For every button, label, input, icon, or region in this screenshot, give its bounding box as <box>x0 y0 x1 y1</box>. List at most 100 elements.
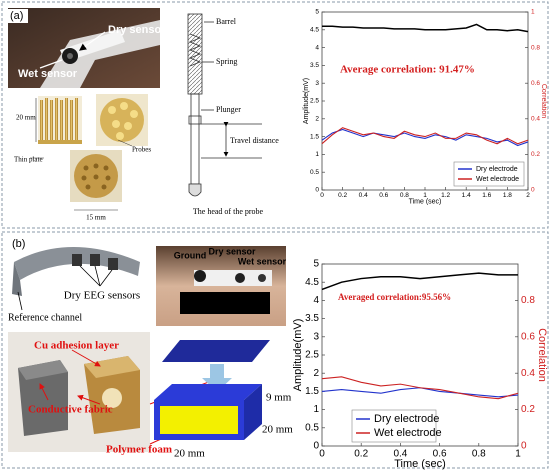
y-tick-label: 1 <box>313 404 319 415</box>
y2-tick-label: 1 <box>531 9 535 16</box>
diagram-label: Travel distance <box>230 136 279 145</box>
x-tick-label: 1.2 <box>441 192 450 199</box>
y2-tick-label: 0.4 <box>531 116 540 123</box>
y-tick-label: 5 <box>313 259 319 270</box>
legend-label: Dry electrode <box>476 166 518 173</box>
panel-border <box>1 231 549 469</box>
diagram-label: Spring <box>216 57 237 66</box>
label-bg <box>8 9 28 23</box>
y2-tick-label: 0.2 <box>521 404 535 415</box>
y-tick-label: 5 <box>315 9 319 16</box>
foam-label: Conductive fabric <box>28 404 113 416</box>
head-label: Wet sensor <box>238 256 287 266</box>
x-tick-label: 0.4 <box>359 192 368 199</box>
y-tick-label: 3 <box>313 331 319 342</box>
panel-label: (b) <box>12 238 25 250</box>
y2-tick-label: 0.2 <box>531 151 540 158</box>
y-tick-label: 1 <box>315 151 319 158</box>
series-line <box>321 376 519 400</box>
x-tick-label: 0.6 <box>433 449 447 460</box>
legend-label: Dry electrode <box>374 413 439 425</box>
probe-label: Thin plate <box>14 156 43 164</box>
y-tick-label: 4.5 <box>305 277 319 288</box>
diagram-label: The head of the probe <box>193 207 264 216</box>
head-photo <box>8 8 160 88</box>
layer-diagram <box>154 340 270 440</box>
legend-box <box>351 409 437 443</box>
y-tick-label: 0.5 <box>310 169 319 176</box>
y-tick-label: 3.5 <box>310 62 319 69</box>
y-tick-label: 2.5 <box>310 98 319 105</box>
y-tick-label: 4.5 <box>310 27 319 34</box>
series-line <box>321 128 529 147</box>
legend-box <box>453 161 525 187</box>
legend-label: Wet electrode <box>476 176 519 183</box>
y-tick-label: 4 <box>313 295 319 306</box>
photo-label: Wet sensor <box>18 68 78 80</box>
x-axis-label: Time (sec) <box>394 458 446 470</box>
probe-label: Probes <box>132 146 151 154</box>
photo-label: Dry sensor <box>108 24 166 36</box>
plot-frame <box>321 11 529 191</box>
foam-label: Polymer foam <box>106 444 172 456</box>
y2-tick-label: 0.6 <box>521 331 535 342</box>
x-tick-label: 0.4 <box>393 449 407 460</box>
probe-diagram <box>187 13 262 197</box>
y-tick-label: 2.5 <box>305 350 319 361</box>
legend-label: Wet electrode <box>374 427 442 439</box>
diagram-label: Plunger <box>216 105 241 114</box>
dimension-label: 20 mm <box>262 424 293 436</box>
x-tick-label: 1 <box>423 192 427 199</box>
y-tick-label: 0.5 <box>305 422 319 433</box>
probe-label: 20 mm <box>16 114 36 122</box>
series-line <box>322 23 529 33</box>
x-tick-label: 2 <box>526 192 530 199</box>
foam-photo <box>8 332 215 452</box>
y-tick-label: 1.5 <box>305 386 319 397</box>
annotation: Averaged correlation:95.56% <box>338 292 451 302</box>
annotation: Average correlation: 91.47% <box>340 64 475 76</box>
y-tick-label: 4 <box>315 44 319 51</box>
y-tick-label: 2 <box>315 116 319 123</box>
dimension-label: 9 mm <box>266 392 292 404</box>
series-line <box>321 127 529 145</box>
x-tick-label: 1.8 <box>503 192 512 199</box>
y-tick-label: 1.5 <box>310 133 319 140</box>
probe-label: 15 mm <box>86 214 106 222</box>
x-tick-label: 0.2 <box>354 449 368 460</box>
series-line <box>321 272 518 291</box>
x-tick-label: 0.8 <box>400 192 409 199</box>
dimension-label: 20 mm <box>174 448 205 460</box>
x-tick-label: 1.4 <box>462 192 471 199</box>
headset-label: Dry EEG sensors <box>64 290 140 302</box>
x-tick-label: 0.2 <box>338 192 347 199</box>
y2-tick-label: 0.4 <box>521 368 535 379</box>
y-tick-label: 2 <box>313 368 319 379</box>
x-tick-label: 1.6 <box>482 192 491 199</box>
y2-axis-label: Correlation <box>536 328 548 382</box>
y-tick-label: 0 <box>315 187 319 194</box>
x-tick-label: 0 <box>319 449 325 460</box>
y-axis-label: Amplitude(mV) <box>292 319 304 392</box>
x-tick-label: 0 <box>320 192 324 199</box>
head-label: Dry sensor <box>208 246 256 256</box>
panel-border <box>1 1 549 229</box>
y2-tick-label: 0.6 <box>531 80 540 87</box>
y-tick-label: 3.5 <box>305 313 319 324</box>
head-label: Ground <box>174 250 207 260</box>
y-tick-label: 3 <box>315 80 319 87</box>
foam-label: Cu adhesion layer <box>34 340 119 352</box>
y2-axis-label: Correlation <box>540 84 547 118</box>
y-tick-label: 0 <box>313 441 319 452</box>
y2-tick-label: 0.8 <box>531 44 540 51</box>
panel-label: (a) <box>10 10 23 22</box>
y2-tick-label: 0 <box>531 187 535 194</box>
y2-tick-label: 0.8 <box>521 295 535 306</box>
headset-photo <box>12 247 140 311</box>
x-axis-label: Time (sec) <box>409 199 442 206</box>
x-tick-label: 1 <box>515 449 521 460</box>
y2-tick-label: 0 <box>521 441 527 452</box>
probe-photos <box>30 94 148 211</box>
x-tick-label: 0.6 <box>379 192 388 199</box>
